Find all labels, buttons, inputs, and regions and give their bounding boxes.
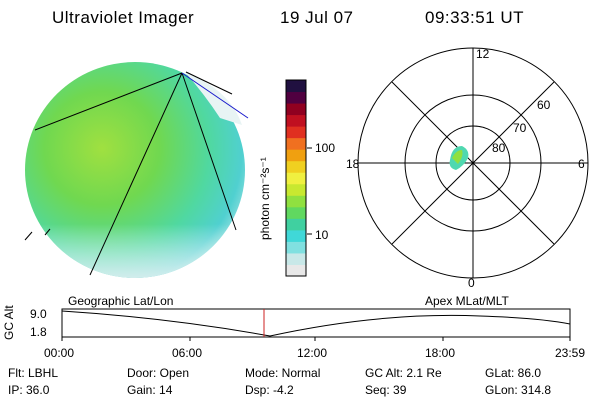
timeline-y-label: GC Alt <box>2 305 16 340</box>
time-tick-2359: 23:59 <box>555 346 586 360</box>
altitude-timeline <box>61 308 571 341</box>
time-label: 09:33:51 UT <box>425 8 525 27</box>
colorbar-unit-label: photon cm⁻²s⁻¹ <box>258 157 272 240</box>
mlt-label-12: 12 <box>476 47 490 61</box>
colorbar-segment <box>286 183 306 196</box>
app-title: Ultraviolet Imager <box>52 8 195 27</box>
colorbar-segment <box>286 264 306 277</box>
colorbar-segment <box>286 229 306 242</box>
status-seq: Seq: 39 <box>365 383 407 397</box>
polar-plot <box>357 47 589 279</box>
date-label: 19 Jul 07 <box>280 8 354 27</box>
colorbar-segment <box>286 252 306 265</box>
colorbar-segment <box>286 195 306 208</box>
status-glon: GLon: 314.8 <box>485 383 552 397</box>
lat-label-60: 60 <box>537 98 551 112</box>
status-door: Door: Open <box>127 366 190 380</box>
colorbar-tick-100: 100 <box>315 141 336 155</box>
status-glat: GLat: 86.0 <box>485 366 542 380</box>
uv-image-disc <box>24 62 249 278</box>
timeline-right-caption: Apex MLat/MLT <box>425 294 509 308</box>
mlt-label-6: 6 <box>578 157 585 171</box>
lat-label-80: 80 <box>492 141 506 155</box>
lat-label-70: 70 <box>513 121 527 135</box>
status-dsp: Dsp: -4.2 <box>245 383 294 397</box>
colorbar-segment <box>286 103 306 116</box>
colorbar-segment <box>286 137 306 150</box>
colorbar-segment <box>286 218 306 231</box>
status-gc-alt: GC Alt: 2.1 Re <box>365 366 442 380</box>
timeline-left-caption: Geographic Lat/Lon <box>68 294 174 308</box>
time-tick-0000: 00:00 <box>44 346 75 360</box>
colorbar-segment <box>286 241 306 254</box>
colorbar <box>285 79 307 277</box>
status-ip: IP: 36.0 <box>8 383 50 397</box>
colorbar-segment <box>286 114 306 127</box>
timeline-ytick-top: 9.0 <box>30 307 47 321</box>
colorbar-frame <box>285 79 307 277</box>
colorbar-segment <box>286 206 306 219</box>
colorbar-segment <box>286 160 306 173</box>
colorbar-segment <box>286 126 306 139</box>
colorbar-segment <box>286 91 306 104</box>
colorbar-segment <box>286 172 306 185</box>
status-filter: Flt: LBHL <box>8 366 59 380</box>
mlt-label-0: 0 <box>468 276 475 290</box>
status-mode: Mode: Normal <box>245 366 321 380</box>
colorbar-segment <box>286 149 306 162</box>
time-tick-1800: 18:00 <box>425 346 456 360</box>
time-tick-1200: 12:00 <box>297 346 328 360</box>
colorbar-segment <box>286 80 306 93</box>
timeline-ytick-bottom: 1.8 <box>30 325 47 339</box>
time-tick-0600: 06:00 <box>172 346 203 360</box>
polar-aurora-patch <box>449 146 469 170</box>
mlt-label-18: 18 <box>346 157 360 171</box>
status-gain: Gain: 14 <box>127 383 173 397</box>
colorbar-tick-10: 10 <box>315 228 329 242</box>
